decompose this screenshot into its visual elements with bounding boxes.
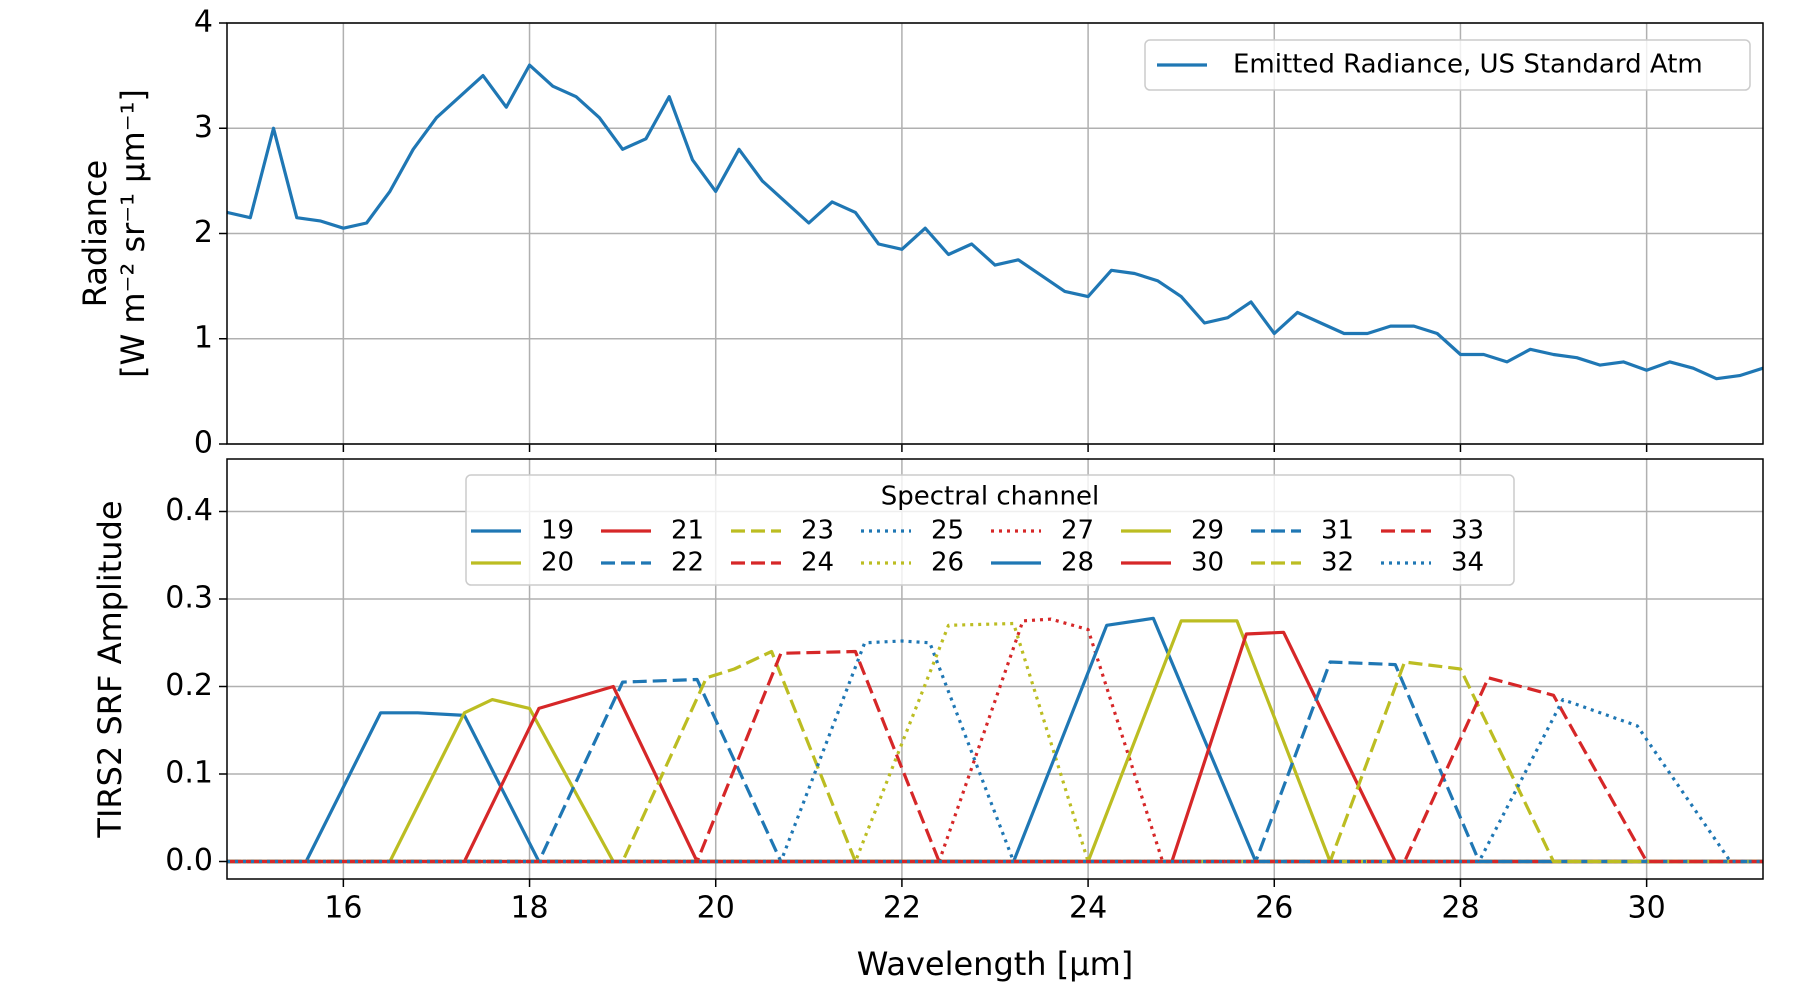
data-line (227, 619, 1763, 864)
legend-box (465, 474, 1515, 586)
data-line (227, 698, 1763, 864)
legend-label: 20 (541, 548, 574, 578)
y-tick-label: 0.1 (165, 756, 213, 791)
x-tick-label: 22 (883, 891, 921, 926)
y-axis-label: Radiance (76, 160, 114, 308)
x-tick-label: 20 (697, 891, 735, 926)
legend-box (1144, 39, 1751, 91)
data-line (227, 649, 1763, 864)
data-line (227, 711, 1763, 864)
legend-label: 23 (801, 516, 834, 546)
axes-frame (226, 458, 1764, 880)
axes-frame (226, 22, 1764, 445)
data-line (227, 676, 1763, 864)
y-tick-label: 0.2 (165, 668, 213, 703)
legend-label: 28 (1061, 548, 1094, 578)
data-line (227, 660, 1763, 864)
legend-label: 33 (1451, 516, 1484, 546)
legend-title: Spectral channel (881, 482, 1100, 512)
data-line (227, 630, 1763, 864)
legend-label: Emitted Radiance, US Standard Atm (1233, 50, 1703, 80)
legend-label: 22 (671, 548, 704, 578)
legend-label: 26 (931, 548, 964, 578)
data-line (227, 639, 1763, 864)
legend-label: 29 (1191, 516, 1224, 546)
legend-label: 19 (541, 516, 574, 546)
y-tick-label: 0 (194, 426, 213, 461)
x-tick-label: 16 (324, 891, 362, 926)
legend-label: 27 (1061, 516, 1094, 546)
y-tick-label: 0.3 (165, 581, 213, 616)
y-axis-label: [W m⁻² sr⁻¹ μm⁻¹] (114, 89, 152, 378)
y-tick-label: 2 (194, 215, 213, 250)
y-tick-label: 1 (194, 320, 213, 355)
x-tick-label: 30 (1628, 891, 1666, 926)
y-tick-label: 4 (194, 5, 213, 40)
legend-label: 34 (1451, 548, 1484, 578)
legend-label: 24 (801, 548, 834, 578)
x-tick-label: 28 (1441, 891, 1479, 926)
legend-label: 30 (1191, 548, 1224, 578)
y-tick-label: 0.0 (165, 843, 213, 878)
data-line (227, 63, 1763, 381)
legend-label: 21 (671, 516, 704, 546)
legend-label: 32 (1321, 548, 1354, 578)
legend-label: 25 (931, 516, 964, 546)
data-line (227, 616, 1763, 864)
y-tick-label: 3 (194, 110, 213, 145)
x-tick-label: 26 (1255, 891, 1293, 926)
data-line (227, 698, 1763, 864)
data-line (227, 677, 1763, 864)
x-axis-label: Wavelength [μm] (857, 945, 1134, 983)
data-line (227, 617, 1763, 864)
x-tick-label: 24 (1069, 891, 1107, 926)
data-line (227, 621, 1763, 864)
y-tick-label: 0.4 (165, 493, 213, 528)
data-line (227, 660, 1763, 864)
legend-label: 31 (1321, 516, 1354, 546)
x-tick-label: 18 (510, 891, 548, 926)
y-axis-label: TIRS2 SRF Amplitude (91, 500, 129, 838)
